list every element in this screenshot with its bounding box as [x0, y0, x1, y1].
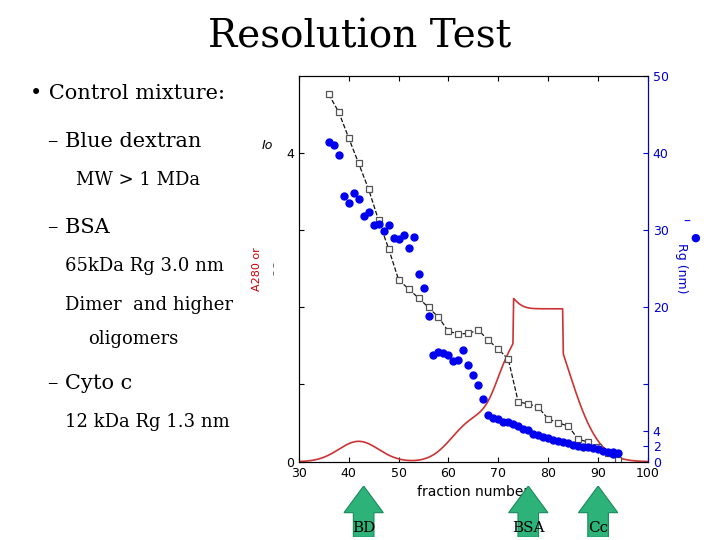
Text: BSA: BSA: [512, 521, 544, 535]
Text: –: –: [683, 215, 690, 230]
Text: Dimer  and higher: Dimer and higher: [65, 296, 233, 314]
Text: BD: BD: [352, 521, 375, 535]
Text: – Cyto c: – Cyto c: [48, 374, 132, 393]
Text: 65kDa Rg 3.0 nm: 65kDa Rg 3.0 nm: [65, 257, 224, 275]
Text: A280 or: A280 or: [252, 247, 262, 291]
Text: • Control mixture:: • Control mixture:: [30, 84, 225, 103]
Text: – –: – –: [269, 262, 279, 275]
Text: Cc: Cc: [588, 521, 608, 535]
Text: – BSA: – BSA: [48, 218, 109, 237]
Text: 12 kDa Rg 1.3 nm: 12 kDa Rg 1.3 nm: [65, 413, 230, 430]
X-axis label: fraction number: fraction number: [418, 485, 529, 499]
Text: oligomers: oligomers: [88, 330, 178, 348]
Text: – Blue dextran: – Blue dextran: [48, 132, 201, 151]
Polygon shape: [344, 486, 383, 537]
Text: MW > 1 MDa: MW > 1 MDa: [76, 171, 200, 188]
Text: ●: ●: [690, 233, 700, 243]
Text: Io: Io: [261, 139, 273, 152]
Text: Resolution Test: Resolution Test: [208, 19, 512, 56]
Y-axis label: Rg (nm): Rg (nm): [675, 244, 688, 294]
Polygon shape: [578, 486, 618, 537]
Polygon shape: [508, 486, 548, 537]
